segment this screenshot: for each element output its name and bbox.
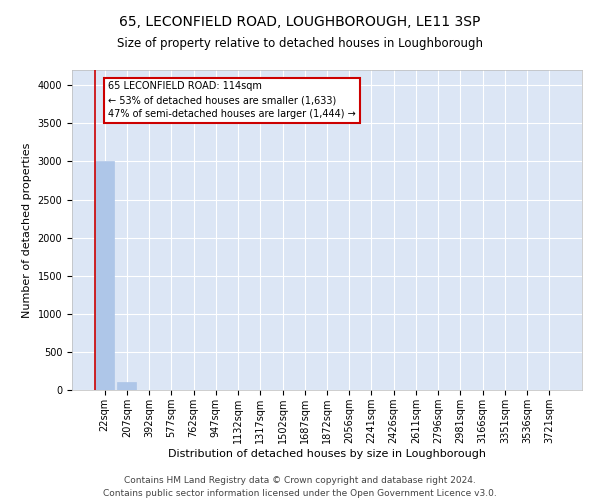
Bar [118, 382, 136, 390]
Text: Contains HM Land Registry data © Crown copyright and database right 2024.
Contai: Contains HM Land Registry data © Crown c… [103, 476, 497, 498]
Y-axis label: Number of detached properties: Number of detached properties [22, 142, 32, 318]
Text: 65, LECONFIELD ROAD, LOUGHBOROUGH, LE11 3SP: 65, LECONFIELD ROAD, LOUGHBOROUGH, LE11 … [119, 15, 481, 29]
Bar [95, 162, 114, 390]
X-axis label: Distribution of detached houses by size in Loughborough: Distribution of detached houses by size … [168, 448, 486, 458]
Text: Size of property relative to detached houses in Loughborough: Size of property relative to detached ho… [117, 38, 483, 51]
Text: 65 LECONFIELD ROAD: 114sqm
← 53% of detached houses are smaller (1,633)
47% of s: 65 LECONFIELD ROAD: 114sqm ← 53% of deta… [108, 82, 356, 120]
